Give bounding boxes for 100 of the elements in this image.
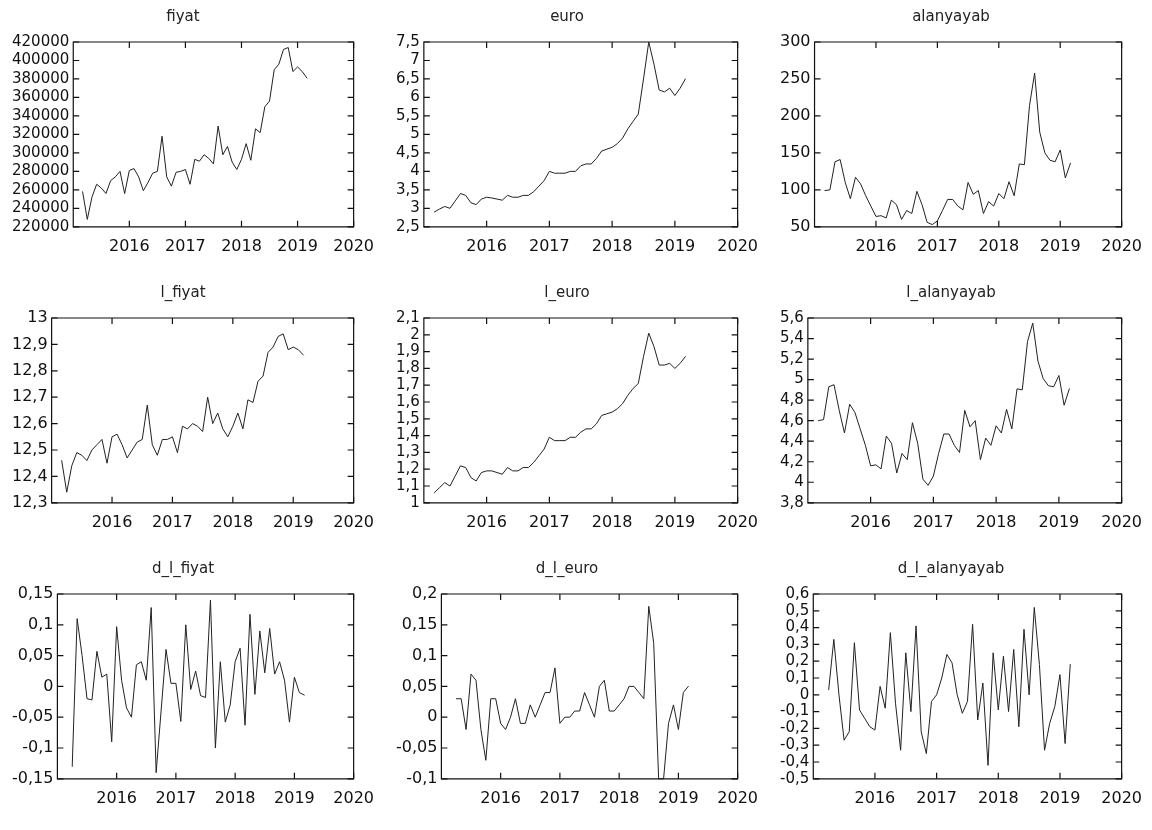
y-tick-label: 250 (779, 68, 811, 88)
x-tick-label: 2020 (717, 787, 758, 807)
y-tick-label: 6,5 (396, 68, 420, 87)
x-tick-label: 2020 (1101, 235, 1142, 255)
y-tick-label: 1 (410, 492, 420, 511)
x-tick-label: 2018 (975, 511, 1017, 531)
y-tick-label: 380000 (12, 68, 70, 87)
y-tick-label: 3,5 (396, 179, 420, 198)
y-tick-label: 0,1 (27, 613, 54, 633)
y-tick-label: 300000 (12, 142, 70, 161)
x-tick-label: 2017 (916, 787, 957, 807)
x-tick-label: 2019 (272, 511, 314, 531)
x-tick-label: 2016 (466, 511, 507, 531)
y-tick-label: 1,2 (396, 459, 420, 478)
x-tick-label: 2017 (165, 235, 206, 255)
y-tick-label: 7,5 (396, 31, 420, 50)
y-tick-label: 5 (794, 369, 804, 388)
x-tick-label: 2016 (466, 235, 507, 255)
y-tick-label: 0,1 (411, 644, 438, 664)
x-tick-label: 2019 (654, 235, 696, 255)
y-tick-label: 220000 (12, 216, 70, 235)
x-tick-label: 2020 (333, 235, 374, 255)
y-tick-label: 4 (410, 161, 420, 180)
x-tick-label: 2019 (274, 787, 315, 807)
y-tick-label: 2,1 (396, 307, 420, 326)
x-tick-label: 2019 (277, 235, 318, 255)
y-tick-label: 1,4 (396, 425, 420, 444)
x-tick-label: 2016 (108, 235, 150, 255)
y-tick-label: 0,3 (785, 634, 810, 653)
x-tick-label: 2016 (480, 787, 522, 807)
y-tick-label: 0,2 (785, 651, 810, 670)
y-tick-label: 300 (779, 31, 811, 51)
x-tick-label: 2018 (214, 787, 256, 807)
y-tick-label: 1,6 (396, 391, 420, 410)
y-tick-label: 100 (779, 179, 811, 198)
y-tick-label: 0 (799, 684, 810, 703)
y-tick-label: 12,5 (12, 439, 48, 459)
x-tick-label: 2016 (96, 787, 138, 807)
x-tick-label: 2020 (333, 511, 374, 531)
chart-title: l_euro (544, 282, 590, 302)
y-tick-label: 0 (427, 706, 438, 726)
y-tick-label: 4,6 (780, 410, 804, 429)
x-tick-label: 2018 (978, 235, 1020, 255)
x-tick-label: 2018 (591, 511, 633, 531)
x-tick-label: 2016 (91, 511, 133, 531)
y-tick-label: 4,2 (780, 451, 804, 470)
x-tick-label: 2016 (854, 787, 896, 807)
y-tick-label: 0 (43, 675, 54, 695)
chart-title: alanyayab (912, 6, 990, 25)
x-tick-label: 2020 (717, 511, 758, 531)
x-tick-label: 2017 (913, 511, 954, 531)
y-tick-label: 12,9 (12, 333, 48, 353)
y-tick-label: -0,2 (779, 718, 810, 737)
y-tick-label: 2,5 (396, 216, 420, 235)
y-tick-label: 0,2 (411, 583, 438, 603)
y-tick-label: 0,6 (785, 583, 810, 602)
y-tick-label: -0,4 (779, 751, 810, 770)
y-tick-label: 360000 (12, 87, 70, 106)
x-tick-label: 2018 (221, 235, 262, 255)
chart-title: euro (550, 6, 584, 25)
y-tick-label: 6 (410, 87, 420, 106)
x-tick-label: 2017 (155, 787, 197, 807)
x-tick-label: 2019 (654, 511, 696, 531)
y-tick-label: 0,1 (785, 667, 810, 686)
y-tick-label: 0,4 (785, 617, 810, 636)
y-tick-label: 4,5 (396, 142, 420, 161)
x-tick-label: 2016 (850, 511, 891, 531)
y-tick-label: 5,4 (780, 328, 804, 347)
y-tick-label: 3,8 (780, 492, 804, 511)
y-tick-label: 50 (790, 215, 811, 235)
x-tick-label: 2018 (598, 787, 640, 807)
y-tick-label: 5,6 (780, 307, 804, 326)
y-tick-label: 0,05 (17, 644, 54, 664)
y-tick-label: 0,5 (785, 600, 810, 619)
y-tick-label: 0,05 (401, 675, 438, 695)
y-tick-label: -0,05 (11, 706, 54, 726)
y-tick-label: 12,4 (12, 465, 48, 485)
x-tick-label: 2019 (658, 787, 699, 807)
chart-title: l_alanyayab (906, 282, 996, 302)
y-tick-label: 12,7 (12, 386, 48, 406)
y-tick-label: 420000 (12, 31, 70, 50)
y-tick-label: 7 (410, 50, 420, 69)
y-tick-label: 280000 (12, 161, 70, 180)
y-tick-label: 0,15 (17, 583, 54, 603)
y-tick-label: 400000 (12, 50, 70, 69)
y-tick-label: 12,6 (12, 412, 48, 432)
y-tick-label: 4,4 (780, 431, 804, 450)
x-tick-label: 2020 (1101, 511, 1142, 531)
y-tick-label: 4 (794, 472, 804, 491)
chart-title: fiyat (166, 6, 200, 25)
x-tick-label: 2018 (977, 787, 1019, 807)
y-tick-label: 5,5 (396, 105, 420, 124)
x-tick-label: 2016 (855, 235, 897, 255)
y-tick-label: -0,1 (779, 701, 810, 720)
x-tick-label: 2017 (539, 787, 581, 807)
chart-title: d_l_alanyayab (897, 558, 1005, 578)
chart-title: d_l_fiyat (151, 558, 215, 578)
chart-title: l_fiyat (160, 282, 206, 302)
x-tick-label: 2017 (152, 511, 193, 531)
y-tick-label: 1,5 (396, 408, 420, 427)
